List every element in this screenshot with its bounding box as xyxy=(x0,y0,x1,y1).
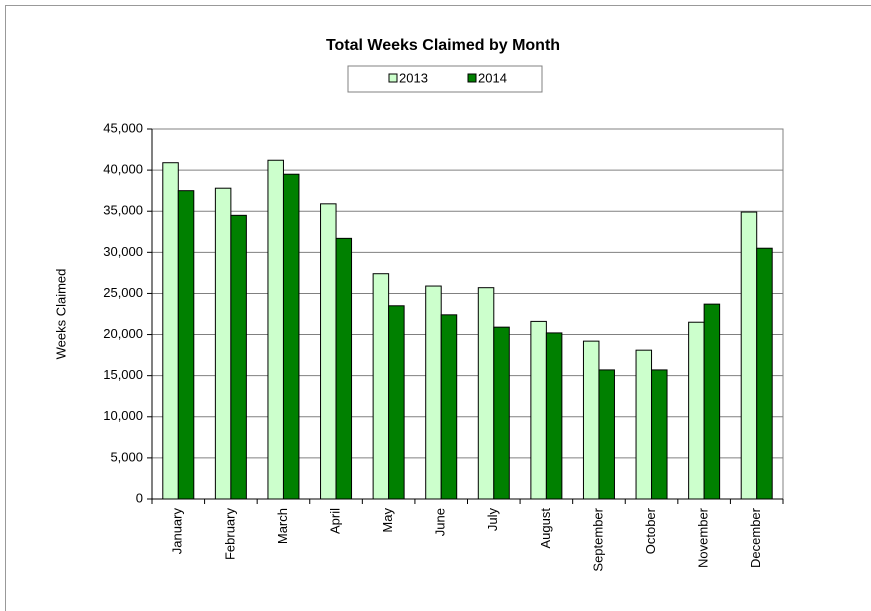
x-tick-label: April xyxy=(327,508,342,534)
legend-label: 2014 xyxy=(478,70,507,85)
y-tick-label: 40,000 xyxy=(103,162,143,177)
bar xyxy=(214,187,232,500)
x-tick-label: November xyxy=(696,507,711,568)
x-tick-label: August xyxy=(538,508,553,549)
x-tick-label: December xyxy=(748,507,763,568)
bar xyxy=(688,321,705,500)
x-tick-label: October xyxy=(643,507,658,554)
bar xyxy=(477,287,495,500)
bar xyxy=(545,332,563,500)
legend-swatch xyxy=(388,73,398,83)
bar xyxy=(335,237,353,500)
bar xyxy=(425,285,442,500)
bar xyxy=(267,159,284,500)
legend-label: 2013 xyxy=(399,70,428,85)
bar xyxy=(282,173,300,500)
y-axis-label: Weeks Claimed xyxy=(53,269,68,360)
y-tick-label: 5,000 xyxy=(110,449,143,464)
bar xyxy=(530,320,547,500)
bar xyxy=(440,314,458,500)
bar xyxy=(651,369,668,500)
bar xyxy=(230,214,247,500)
bar xyxy=(493,326,510,500)
bar xyxy=(582,340,600,500)
bar xyxy=(740,211,758,500)
bar xyxy=(598,369,615,500)
x-tick-label: May xyxy=(380,508,395,533)
bar xyxy=(372,273,390,500)
y-tick-label: 35,000 xyxy=(103,203,143,218)
y-tick-label: 30,000 xyxy=(103,244,143,259)
x-tick-label: September xyxy=(590,507,605,571)
legend-box xyxy=(347,65,543,93)
x-tick-label: July xyxy=(485,508,500,532)
y-tick-label: 10,000 xyxy=(103,408,143,423)
bar xyxy=(703,303,721,500)
bar xyxy=(635,349,653,500)
y-tick-label: 20,000 xyxy=(103,326,143,341)
bar xyxy=(177,190,195,500)
y-tick-label: 45,000 xyxy=(103,120,143,135)
x-tick-label: February xyxy=(222,508,237,561)
bar xyxy=(320,203,337,500)
x-tick-label: March xyxy=(275,508,290,544)
legend-swatch xyxy=(467,73,477,83)
chart-title: Total Weeks Claimed by Month xyxy=(326,37,560,54)
bar xyxy=(756,247,773,500)
bar xyxy=(388,305,405,500)
bar xyxy=(162,162,179,500)
y-tick-label: 0 xyxy=(136,490,143,505)
y-tick-label: 15,000 xyxy=(103,367,143,382)
x-tick-label: June xyxy=(433,508,448,536)
x-tick-label: January xyxy=(170,508,185,555)
y-tick-label: 25,000 xyxy=(103,285,143,300)
